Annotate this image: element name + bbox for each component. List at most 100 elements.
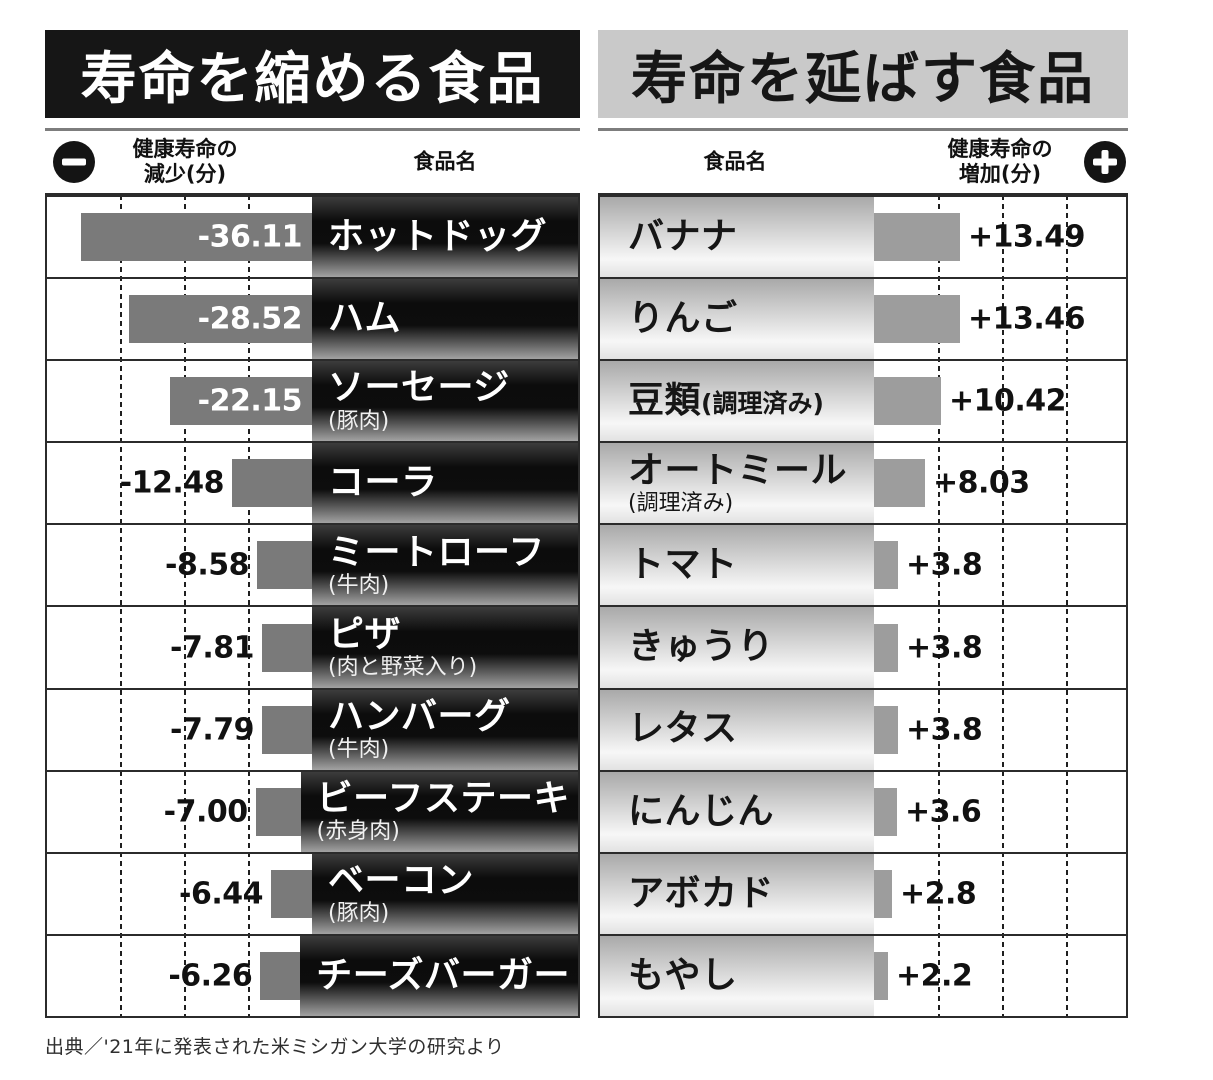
chart-row: -22.15 ソーセージ (豚肉) — [47, 359, 578, 442]
left-food-name-header: 食品名 — [413, 149, 477, 174]
value-bar — [874, 787, 897, 836]
food-label-cell: ソーセージ (豚肉) — [312, 361, 578, 442]
food-label-cell: りんご — [600, 279, 874, 360]
chart-row: にんじん +3.6 — [600, 769, 1126, 852]
bar-plot-cell: -6.26 — [47, 936, 301, 1016]
chart-row: -7.00 ビーフステーキ (赤身肉) — [47, 769, 578, 852]
food-subname: (赤身肉) — [316, 819, 400, 845]
food-label-cell: ベーコン (豚肉) — [312, 853, 578, 934]
left-chart-shorten-lifespan: 寿命を縮める食品 健康寿命の 減少(分) 食品名 -36.11 ホットドッグ -28… — [45, 30, 580, 1059]
value-bar — [257, 541, 312, 590]
value-bar — [874, 459, 925, 508]
value-bar — [262, 705, 312, 754]
food-name: レタス — [628, 708, 738, 750]
plus-glyph-v — [1101, 150, 1109, 174]
food-label-cell: ビーフステーキ (赤身肉) — [300, 771, 578, 852]
value-bar — [874, 295, 960, 344]
right-value-axis-header: 健康寿命の 増加(分) — [900, 137, 1100, 187]
value-label: +2.8 — [900, 876, 977, 912]
food-label-cell: レタス — [600, 689, 874, 770]
chart-row: トマト +3.8 — [600, 523, 1126, 606]
bar-plot-cell: +2.2 — [874, 936, 1126, 1016]
minus-circle-icon — [53, 141, 95, 183]
food-label-cell: ハンバーグ (牛肉) — [312, 689, 578, 770]
food-subname: (豚肉) — [328, 901, 390, 927]
value-label: -6.44 — [179, 876, 263, 912]
bar-plot-cell: +8.03 — [874, 443, 1126, 523]
food-label-cell: ハム — [312, 279, 578, 360]
bar-plot-cell: +3.8 — [874, 690, 1126, 770]
value-label: -8.58 — [165, 547, 249, 583]
food-subname: (牛肉) — [328, 572, 390, 598]
value-bar — [129, 295, 312, 344]
chart-row: レタス +3.8 — [600, 687, 1126, 770]
value-bar — [874, 541, 898, 590]
bar-plot-cell: -7.00 — [47, 772, 301, 852]
food-name: トマト — [628, 544, 738, 586]
plus-circle-icon — [1084, 141, 1126, 183]
value-label: -22.15 — [197, 383, 303, 419]
value-bar — [81, 213, 312, 262]
value-label: +10.42 — [949, 383, 1067, 419]
value-label: -7.79 — [170, 712, 254, 748]
bar-plot-cell: +10.42 — [874, 361, 1126, 441]
food-name: りんご — [628, 297, 738, 339]
food-subname: (調理済み) — [628, 490, 734, 516]
chart-row: りんご +13.46 — [600, 277, 1126, 360]
value-bar — [874, 951, 888, 1000]
food-name: チーズバーガー — [316, 954, 570, 996]
value-label: +3.8 — [906, 712, 983, 748]
food-label-cell: ミートローフ (牛肉) — [312, 525, 578, 606]
right-value-header-line1: 健康寿命の — [947, 136, 1053, 161]
food-label-cell: ホットドッグ — [312, 197, 578, 278]
food-name: ホットドッグ — [328, 215, 548, 257]
chart-row: -7.79 ハンバーグ (牛肉) — [47, 687, 578, 770]
left-value-axis-header: 健康寿命の 減少(分) — [100, 137, 270, 187]
food-label-cell: アボカド — [600, 853, 874, 934]
value-bar — [874, 213, 960, 262]
value-bar — [271, 869, 312, 918]
bar-plot-cell: -7.79 — [47, 690, 312, 770]
value-label: -7.00 — [163, 794, 248, 830]
bar-plot-cell: -36.11 — [47, 197, 312, 277]
value-bar — [260, 951, 301, 1000]
food-name: もやし — [628, 954, 738, 996]
chart-row: -12.48 コーラ — [47, 441, 578, 524]
value-label: -7.81 — [170, 630, 254, 666]
value-label: -6.26 — [168, 958, 253, 994]
charts-container: 寿命を縮める食品 健康寿命の 減少(分) 食品名 -36.11 ホットドッグ -28… — [45, 30, 1128, 1059]
left-chart-header: 健康寿命の 減少(分) 食品名 — [45, 131, 580, 193]
right-food-name-header: 食品名 — [703, 149, 767, 174]
food-name: ハム — [328, 297, 402, 339]
food-name: コーラ — [328, 462, 438, 504]
bar-plot-cell: -12.48 — [47, 443, 312, 523]
chart-row: -6.26 チーズバーガー — [47, 933, 578, 1016]
bar-plot-cell: -22.15 — [47, 361, 312, 441]
chart-row: オートミール (調理済み) +8.03 — [600, 441, 1126, 524]
food-name: オートミール — [628, 449, 848, 491]
source-note: 出典／'21年に発表された米ミシガン大学の研究より — [45, 1036, 505, 1058]
value-bar — [262, 623, 312, 672]
bar-plot-cell: +13.46 — [874, 279, 1126, 359]
bar-plot-cell: +3.6 — [874, 772, 1126, 852]
value-bar — [874, 623, 898, 672]
value-label: -12.48 — [119, 465, 225, 501]
minus-glyph — [62, 158, 86, 166]
chart-row: -7.81 ピザ (肉と野菜入り) — [47, 605, 578, 688]
food-name: ビーフステーキ — [316, 777, 570, 819]
food-name: ミートローフ — [328, 531, 545, 573]
value-bar — [874, 869, 892, 918]
value-bar — [874, 705, 898, 754]
food-label-cell: 豆類(調理済み) — [600, 361, 874, 442]
right-value-header-line2: 増加(分) — [958, 162, 1042, 186]
value-bar — [255, 787, 301, 836]
value-label: +13.46 — [968, 301, 1086, 337]
food-label-cell: チーズバーガー — [300, 935, 578, 1016]
food-subname: (豚肉) — [328, 408, 390, 434]
food-label-cell: ピザ (肉と野菜入り) — [312, 607, 578, 688]
food-label-cell: オートミール (調理済み) — [600, 443, 874, 524]
bar-plot-cell: -28.52 — [47, 279, 312, 359]
left-chart-title: 寿命を縮める食品 — [45, 30, 580, 118]
chart-row: -36.11 ホットドッグ — [47, 195, 578, 278]
